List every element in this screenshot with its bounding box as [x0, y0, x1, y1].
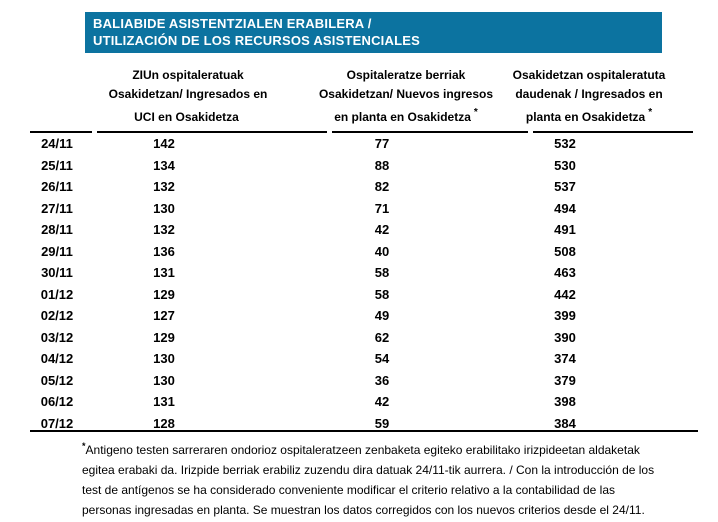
value-cell: 142	[153, 136, 175, 152]
table-row: 25/11 134 88 530	[30, 155, 693, 177]
column-header-line: ZIUn ospitaleratuak	[132, 68, 244, 82]
value-cell: 77	[374, 136, 390, 152]
date-cell: 30/11	[41, 265, 73, 281]
date-cell: 01/12	[40, 286, 74, 302]
table-row: 02/12 127 49 399	[30, 305, 693, 327]
value-cell: 131	[153, 394, 175, 410]
date-cell: 24/11	[41, 136, 73, 152]
value-cell: 399	[554, 308, 576, 324]
value-cell: 134	[153, 157, 175, 173]
value-cell: 374	[554, 351, 576, 367]
table-row: 06/12 131 42 398	[30, 391, 693, 413]
table-bottom-rule	[30, 430, 698, 432]
footnote-marker: *	[82, 441, 86, 451]
value-cell: 130	[153, 351, 175, 367]
value-cell: 491	[554, 222, 576, 238]
value-cell: 530	[554, 157, 576, 173]
value-cell: 49	[374, 308, 390, 324]
value-cell: 398	[554, 394, 576, 410]
value-cell: 132	[153, 222, 175, 238]
column-header-line: Osakidetzan/ Nuevos ingresos	[318, 87, 494, 101]
value-cell: 58	[374, 265, 390, 281]
table-row: 27/11 130 71 494	[30, 198, 693, 220]
value-cell: 132	[153, 179, 175, 195]
table-row: 01/12 129 58 442	[30, 284, 693, 306]
date-cell: 05/12	[40, 372, 74, 388]
value-cell: 384	[554, 415, 576, 431]
value-cell: 127	[153, 308, 175, 324]
column-header-line: daudenak / Ingresados en	[515, 87, 663, 101]
value-cell: 508	[554, 243, 576, 259]
column-header-new-admissions: Ospitaleratze berriak Osakidetzan/ Nuevo…	[319, 66, 528, 133]
date-cell: 06/12	[40, 394, 74, 410]
table-row: 03/12 129 62 390	[30, 327, 693, 349]
value-cell: 390	[554, 329, 576, 345]
value-cell: 128	[153, 415, 175, 431]
value-cell: 463	[554, 265, 576, 281]
table-row: 07/12 128 59 384	[30, 413, 693, 435]
footnote: *Antigeno testen sarreraren ondorioz osp…	[82, 436, 662, 520]
column-header-line: Osakidetzan ospitaleratuta	[512, 68, 666, 82]
value-cell: 442	[554, 286, 576, 302]
value-cell: 537	[554, 179, 576, 195]
date-cell: 25/11	[41, 157, 73, 173]
table-row: 29/11 136 40 508	[30, 241, 693, 263]
header-row: ZIUn ospitaleratuak Osakidetzan/ Ingresa…	[30, 66, 693, 133]
footnote-text: Antigeno testen sarreraren ondorioz ospi…	[82, 443, 655, 517]
value-cell: 136	[153, 243, 175, 259]
value-cell: 54	[374, 351, 390, 367]
column-header-line: Ospitaleratze berriak	[346, 68, 466, 82]
date-cell: 28/11	[41, 222, 73, 238]
asterisk-marker: *	[473, 107, 478, 118]
column-header-line: planta en Osakidetza *	[525, 107, 653, 124]
title-bar: BALIABIDE ASISTENTZIALEN ERABILERA / UTI…	[85, 12, 662, 53]
column-header-line: Osakidetzan/ Ingresados en	[108, 87, 268, 101]
value-cell: 42	[374, 222, 390, 238]
value-cell: 88	[374, 157, 390, 173]
value-cell: 71	[374, 200, 390, 216]
date-cell: 03/12	[40, 329, 74, 345]
column-header-line: en planta en Osakidetza *	[334, 107, 478, 124]
date-cell: 07/12	[40, 415, 74, 431]
table-row: 26/11 132 82 537	[30, 176, 693, 198]
table-row: 24/11 142 77 532	[30, 133, 693, 155]
value-cell: 36	[374, 372, 390, 388]
resources-table: ZIUn ospitaleratuak Osakidetzan/ Ingresa…	[25, 66, 698, 434]
value-cell: 129	[153, 286, 175, 302]
column-header-icu: ZIUn ospitaleratuak Osakidetzan/ Ingresa…	[97, 66, 327, 133]
table-row: 04/12 130 54 374	[30, 348, 693, 370]
asterisk-marker: *	[648, 107, 653, 118]
date-cell: 27/11	[41, 200, 73, 216]
value-cell: 532	[554, 136, 576, 152]
column-header-line: UCI en Osakidetza	[134, 110, 239, 124]
table-row: 05/12 130 36 379	[30, 370, 693, 392]
value-cell: 62	[374, 329, 390, 345]
column-header-ward-total: Osakidetzan ospitaleratuta daudenak / In…	[513, 66, 693, 133]
date-cell: 04/12	[40, 351, 74, 367]
title-line-2: UTILIZACIÓN DE LOS RECURSOS ASISTENCIALE…	[93, 33, 420, 48]
table-body: 24/11 142 77 532 25/11 134 88 530 26/11 132 82 537 2…	[30, 133, 693, 434]
table-row: 30/11 131 58 463	[30, 262, 693, 284]
date-cell: 02/12	[40, 308, 74, 324]
value-cell: 494	[554, 200, 576, 216]
table-row: 28/11 132 42 491	[30, 219, 693, 241]
date-cell: 29/11	[41, 243, 73, 259]
value-cell: 130	[153, 200, 175, 216]
column-header-date	[30, 66, 92, 133]
value-cell: 379	[554, 372, 576, 388]
title-line-1: BALIABIDE ASISTENTZIALEN ERABILERA /	[93, 16, 372, 31]
value-cell: 58	[374, 286, 390, 302]
value-cell: 40	[374, 243, 390, 259]
value-cell: 131	[153, 265, 175, 281]
value-cell: 82	[374, 179, 390, 195]
date-cell: 26/11	[41, 179, 73, 195]
value-cell: 59	[374, 415, 390, 431]
value-cell: 130	[153, 372, 175, 388]
value-cell: 42	[374, 394, 390, 410]
value-cell: 129	[153, 329, 175, 345]
